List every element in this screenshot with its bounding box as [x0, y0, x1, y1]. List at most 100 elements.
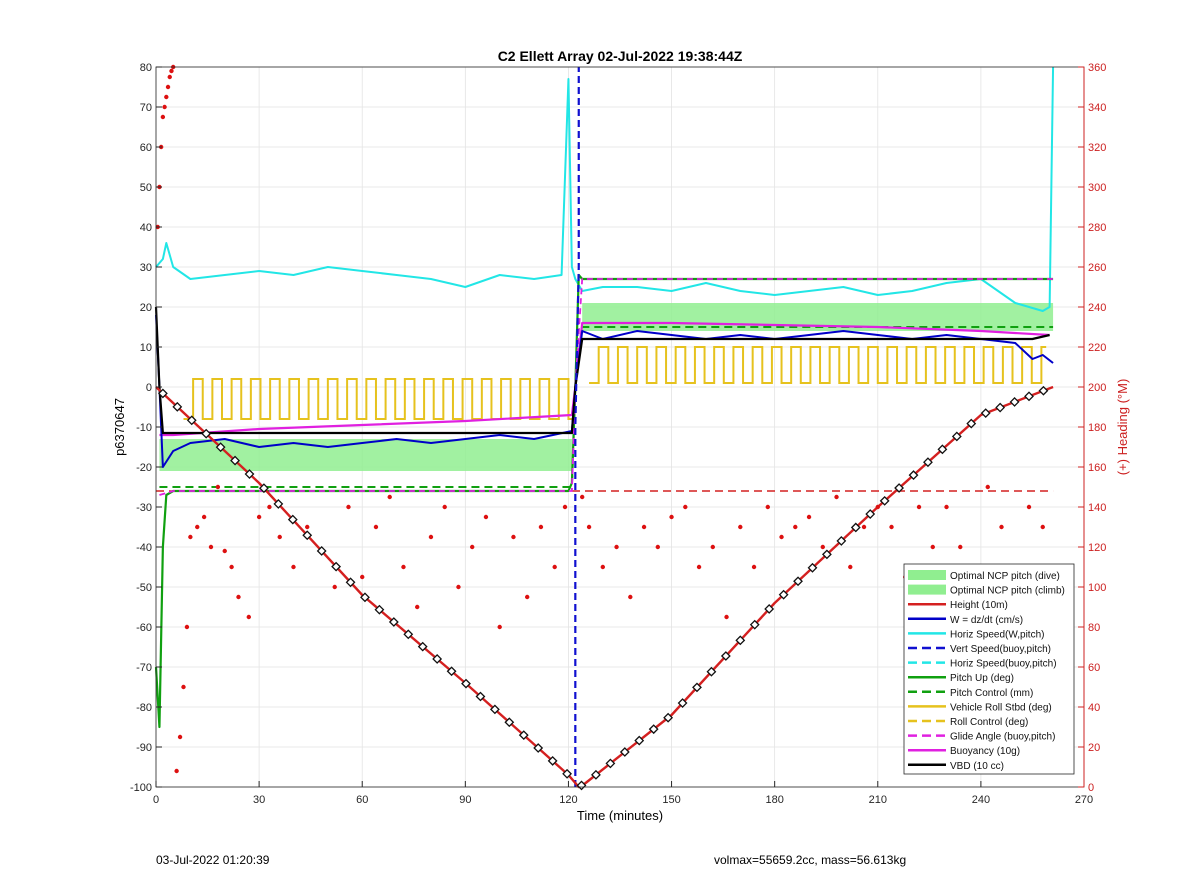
- legend-label: Buoyancy (10g): [950, 746, 1020, 757]
- height-marker: [201, 428, 212, 439]
- heading-point: [779, 534, 784, 540]
- height-marker: [489, 704, 500, 715]
- roll-dive-line: [183, 378, 572, 420]
- x-tick-label: 150: [662, 794, 680, 806]
- y-tick-label: 20: [140, 302, 152, 314]
- height-marker: [995, 402, 1006, 413]
- heading-point: [655, 544, 661, 550]
- heading-point: [958, 544, 963, 550]
- y2-tick-label: 40: [1088, 702, 1100, 714]
- y2-axis-label: (+) Heading (°M): [1115, 379, 1130, 476]
- height-marker: [634, 735, 645, 746]
- height-marker: [388, 617, 399, 627]
- heading-point: [470, 544, 475, 550]
- y2-tick-label: 60: [1088, 662, 1100, 674]
- y2-tick-label: 240: [1088, 302, 1106, 314]
- heading-point: [525, 594, 530, 600]
- chart-title: C2 Ellett Array 02-Jul-2022 19:38:44Z: [498, 48, 743, 64]
- height-marker: [735, 635, 746, 646]
- heading-point: [628, 594, 633, 600]
- height-marker: [706, 666, 717, 677]
- y-tick-label: -10: [136, 422, 152, 434]
- height-marker: [879, 495, 890, 506]
- height-marker: [850, 522, 861, 533]
- height-marker: [374, 604, 385, 615]
- heading-point: [861, 524, 867, 530]
- y2-tick-label: 340: [1088, 102, 1106, 114]
- x-tick-label: 240: [972, 794, 990, 806]
- height-marker: [619, 747, 630, 757]
- heading-point: [944, 504, 949, 510]
- x-axis-label: Time (minutes): [577, 808, 663, 823]
- height-marker: [403, 629, 414, 640]
- y2-tick-label: 360: [1088, 62, 1106, 74]
- footer-timestamp: 03-Jul-2022 01:20:39: [156, 853, 270, 867]
- heading-point: [751, 564, 757, 570]
- heading-point: [169, 68, 174, 74]
- heading-point: [401, 564, 406, 570]
- heading-scatter: [155, 64, 1045, 774]
- legend-label: Optimal NCP pitch (climb): [950, 586, 1065, 597]
- height-marker: [345, 577, 356, 588]
- legend-label: Glide Angle (buoy,pitch): [950, 732, 1055, 743]
- heading-point: [181, 684, 186, 690]
- y2-tick-label: 220: [1088, 342, 1106, 354]
- heading-point: [999, 524, 1004, 530]
- y2-axis-ticks: 0 20 40 60 80 100 120 140 160 180 200 220 240 260 280 3…: [1078, 62, 1106, 794]
- height-marker: [764, 604, 775, 614]
- y2-tick-label: 260: [1088, 262, 1106, 274]
- heading-point: [332, 584, 337, 590]
- height-marker: [244, 469, 255, 479]
- height-marker: [562, 768, 572, 779]
- heading-point: [724, 614, 729, 620]
- heading-point: [415, 604, 420, 610]
- y2-tick-label: 280: [1088, 222, 1106, 234]
- y-tick-label: -30: [136, 502, 152, 514]
- height-marker: [1009, 397, 1020, 407]
- height-marker: [316, 546, 327, 556]
- heading-point: [174, 768, 179, 774]
- x-tick-label: 60: [356, 794, 368, 806]
- heading-point: [1040, 524, 1045, 530]
- heading-point: [256, 514, 262, 520]
- height-marker: [605, 758, 616, 769]
- height-marker: [446, 666, 457, 677]
- y-tick-label: -20: [136, 462, 152, 474]
- height-marker: [720, 651, 731, 661]
- y2-tick-label: 160: [1088, 462, 1106, 474]
- heading-point: [985, 484, 990, 490]
- heading-point: [538, 524, 544, 530]
- heading-point: [641, 524, 647, 530]
- pitch-up-line: [154, 273, 1054, 729]
- heading-point: [820, 544, 825, 550]
- height-marker: [677, 698, 688, 708]
- legend-label: Horiz Speed(W,pitch): [950, 629, 1044, 640]
- heading-point: [586, 524, 592, 530]
- height-marker: [576, 780, 587, 791]
- legend-label: Height (10m): [950, 600, 1008, 611]
- height-marker: [302, 530, 313, 541]
- legend-swatch: [908, 584, 946, 595]
- y-tick-label: 0: [146, 382, 152, 394]
- height-marker: [273, 498, 284, 509]
- heading-point: [710, 544, 715, 550]
- heading-point: [889, 524, 894, 530]
- heading-point: [579, 494, 585, 500]
- y2-tick-label: 320: [1088, 142, 1106, 154]
- height-marker: [518, 730, 529, 741]
- heading-point: [277, 534, 282, 540]
- height-marker: [287, 514, 298, 525]
- heading-point: [373, 524, 379, 530]
- heading-point: [793, 524, 798, 530]
- heading-point: [600, 564, 606, 570]
- heading-point: [483, 514, 489, 520]
- y-tick-label: 30: [140, 262, 152, 274]
- heading-point: [497, 624, 502, 630]
- x-tick-label: 30: [253, 794, 265, 806]
- height-marker: [821, 549, 832, 560]
- heading-point: [305, 524, 310, 530]
- y-tick-label: 50: [140, 182, 152, 194]
- y-tick-label: 80: [140, 62, 152, 74]
- height-marker: [793, 576, 803, 587]
- y-tick-label: -70: [136, 662, 152, 674]
